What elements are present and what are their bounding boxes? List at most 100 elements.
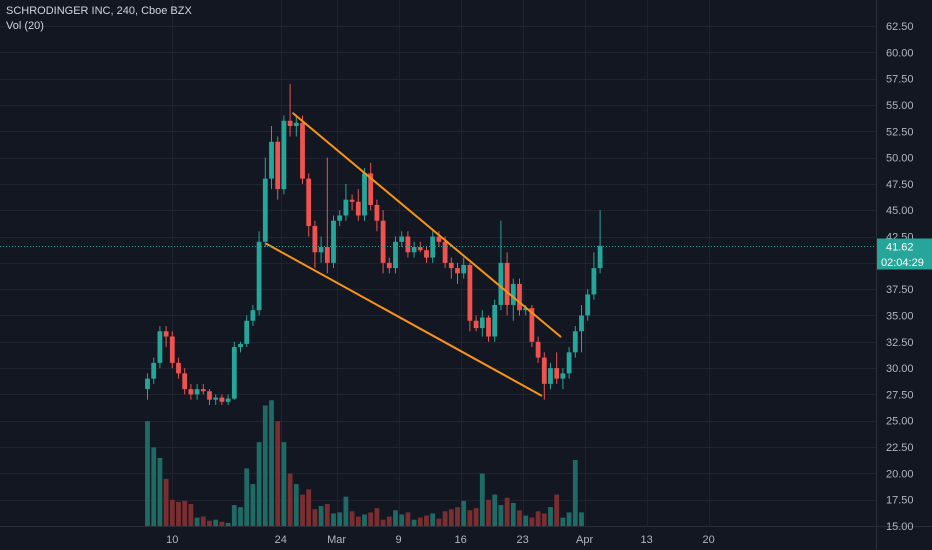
candle-body bbox=[275, 141, 281, 190]
candle bbox=[597, 210, 603, 274]
candle bbox=[504, 252, 510, 316]
candle bbox=[207, 389, 212, 405]
candle-body bbox=[182, 373, 188, 390]
candle-body bbox=[535, 341, 541, 358]
candle-body bbox=[492, 304, 498, 337]
candle bbox=[287, 83, 293, 137]
volume-bar bbox=[504, 497, 510, 526]
price-tick-label: 27.50 bbox=[886, 389, 914, 401]
time-axis-labels: 10 24 Mar 9 16 23 Apr 13 20 bbox=[166, 534, 715, 546]
candle-body bbox=[281, 120, 287, 190]
candle-body bbox=[176, 362, 181, 374]
candle-body bbox=[331, 220, 336, 263]
volume-bar bbox=[225, 522, 231, 526]
candle bbox=[417, 241, 423, 253]
volume-bar bbox=[194, 517, 200, 526]
candle bbox=[591, 252, 597, 300]
volume-bar bbox=[566, 512, 572, 526]
price-tick-label: 62.50 bbox=[886, 21, 914, 33]
volume-bar bbox=[579, 512, 584, 526]
price-tick-label: 45.00 bbox=[886, 205, 914, 217]
candle-body bbox=[529, 308, 535, 342]
volume-bar bbox=[188, 503, 194, 526]
price-tick-label: 32.50 bbox=[886, 337, 914, 349]
candle bbox=[157, 326, 163, 369]
candle-body bbox=[436, 236, 442, 242]
candle bbox=[256, 231, 262, 316]
candle-body bbox=[399, 236, 405, 242]
price-tick-label: 37.50 bbox=[886, 284, 914, 296]
candle bbox=[145, 373, 150, 400]
candle-body bbox=[417, 247, 423, 251]
candle-body bbox=[343, 199, 349, 216]
candle bbox=[448, 257, 454, 279]
candle bbox=[399, 231, 405, 248]
candle bbox=[510, 278, 516, 321]
volume-bar bbox=[399, 514, 405, 526]
candle bbox=[585, 289, 591, 321]
candle-body bbox=[225, 398, 231, 402]
candle-body bbox=[250, 310, 256, 321]
candle-body bbox=[572, 331, 578, 353]
last-price-tag: 41.62 02:04:29 bbox=[877, 238, 932, 270]
candle-body bbox=[541, 357, 547, 384]
price-tick-label: 25.00 bbox=[886, 416, 914, 428]
volume-bar bbox=[386, 516, 392, 526]
candle bbox=[200, 383, 206, 395]
volume-bar bbox=[355, 516, 361, 526]
candle-body bbox=[151, 362, 157, 379]
candle-body bbox=[585, 294, 591, 316]
candle bbox=[312, 220, 318, 269]
candle-body bbox=[194, 389, 200, 395]
volume-bar bbox=[448, 509, 454, 526]
candle bbox=[455, 262, 460, 284]
candle-body bbox=[473, 320, 479, 329]
price-tick-label: 52.50 bbox=[886, 126, 914, 138]
candle-body bbox=[318, 247, 324, 253]
volume-bar bbox=[250, 484, 256, 526]
bar-countdown-label: 02:04:29 bbox=[881, 257, 924, 269]
volume-bar bbox=[572, 459, 578, 526]
candle-body bbox=[157, 331, 163, 363]
price-tick-label: 17.50 bbox=[886, 495, 914, 507]
time-tick-label: 24 bbox=[275, 534, 287, 546]
candle bbox=[238, 341, 243, 353]
candle-body bbox=[368, 173, 374, 205]
candle-body bbox=[200, 389, 206, 392]
volume-bar bbox=[417, 517, 423, 526]
volume-bar bbox=[479, 473, 485, 526]
candle bbox=[213, 394, 219, 405]
candle bbox=[250, 304, 256, 326]
volume-bar bbox=[498, 505, 504, 526]
trendline bbox=[292, 112, 562, 338]
volume-bar bbox=[343, 496, 349, 526]
volume-bar bbox=[455, 507, 460, 526]
candle-body bbox=[231, 347, 237, 399]
time-tick-label: 16 bbox=[454, 534, 466, 546]
volume-bar bbox=[442, 511, 448, 526]
volume-bar bbox=[262, 405, 268, 526]
candle-body bbox=[349, 199, 355, 202]
time-tick-label: 13 bbox=[640, 534, 652, 546]
candle-body bbox=[591, 268, 597, 295]
volume-bar bbox=[374, 508, 380, 526]
volume-bar bbox=[523, 515, 529, 526]
candle-body bbox=[380, 220, 386, 263]
candle bbox=[231, 341, 237, 400]
price-tick-label: 30.00 bbox=[886, 363, 914, 375]
candle bbox=[318, 236, 324, 263]
volume-bar bbox=[176, 501, 181, 526]
volume-bar bbox=[467, 510, 473, 526]
candle bbox=[275, 136, 281, 200]
candle-body bbox=[306, 178, 312, 226]
volume-bar bbox=[473, 508, 479, 526]
volume-bar bbox=[510, 502, 516, 526]
candle bbox=[486, 315, 491, 342]
candle-body bbox=[362, 173, 367, 216]
volume-bar bbox=[231, 505, 237, 526]
candle-body bbox=[479, 317, 485, 329]
candle bbox=[467, 262, 473, 332]
volume-bar bbox=[269, 400, 274, 526]
